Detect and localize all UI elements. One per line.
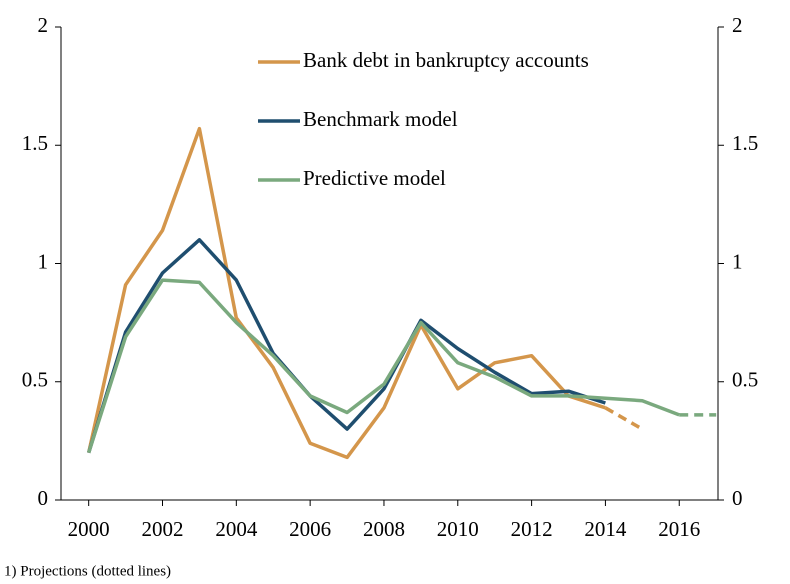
y2-tick-label: 2 — [732, 13, 743, 37]
legend-text: Predictive model — [303, 166, 446, 190]
y-tick-label: 2 — [38, 13, 49, 37]
legend-text: Bank debt in bankruptcy accounts — [303, 48, 589, 72]
x-tick-label: 2006 — [289, 517, 331, 541]
y-tick-label: 0.5 — [22, 368, 48, 392]
caption: 1) Projections (dotted lines) — [4, 563, 171, 579]
x-tick-label: 2014 — [584, 517, 627, 541]
x-tick-label: 2012 — [511, 517, 553, 541]
legend-text: Benchmark model — [303, 107, 458, 131]
series-line — [86, 126, 606, 460]
y-tick-label: 1.5 — [22, 131, 48, 155]
x-tick-label: 2008 — [363, 517, 405, 541]
x-tick-label: 2002 — [142, 517, 184, 541]
y-tick-label: 0 — [38, 486, 49, 510]
x-tick-label: 2016 — [658, 517, 700, 541]
y-tick-label: 1 — [38, 249, 49, 273]
y2-tick-label: 0 — [732, 486, 743, 510]
y2-tick-label: 1.5 — [732, 131, 758, 155]
series-line — [87, 278, 680, 454]
x-tick-label: 2004 — [215, 517, 258, 541]
series-line — [87, 238, 606, 454]
y2-tick-label: 0.5 — [732, 368, 758, 392]
x-tick-label: 2000 — [68, 517, 110, 541]
y2-tick-label: 1 — [732, 249, 743, 273]
x-tick-label: 2010 — [437, 517, 479, 541]
projection-line — [604, 406, 644, 431]
